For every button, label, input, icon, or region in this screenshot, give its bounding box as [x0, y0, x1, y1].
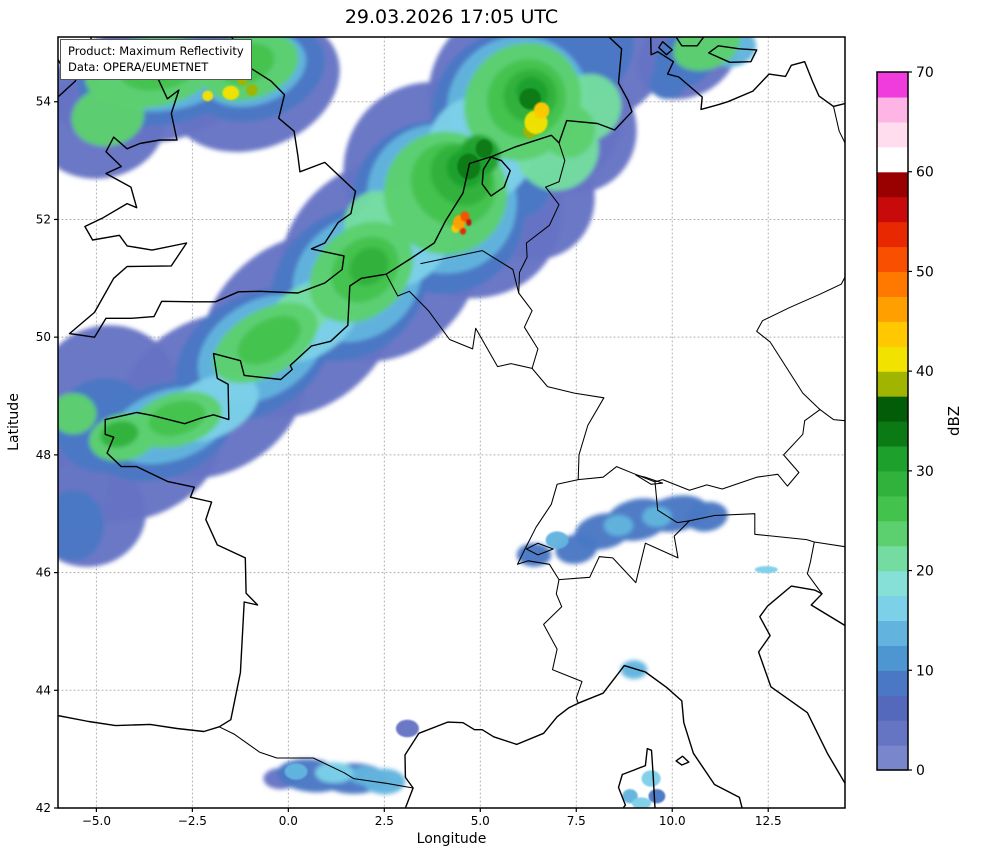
- colorbar-band: [877, 96, 908, 123]
- colorbar-band: [877, 421, 908, 447]
- colorbar: 0 10 20 30 40 50 60 70: [876, 65, 934, 779]
- border-de-cz: [756, 276, 845, 411]
- mediterranean-coast: [404, 664, 743, 808]
- colorbar-band: [877, 670, 908, 696]
- ijsselmeer: [481, 156, 511, 197]
- border-be-nl: [420, 250, 520, 294]
- y-tick-label: 44: [36, 683, 51, 697]
- colorbar-band: [877, 196, 908, 223]
- x-tick-label: 5.0: [471, 814, 490, 828]
- colorbar-band: [877, 221, 908, 248]
- great-britain-coast: [68, 37, 357, 338]
- colorbar-band: [877, 470, 908, 497]
- colorbar-tick-label: 0: [916, 763, 925, 779]
- x-tick-label: 0.0: [279, 814, 298, 828]
- colorbar-band: [877, 695, 908, 721]
- y-axis-label: Latitude: [6, 393, 22, 451]
- x-tick-label: 7.5: [567, 814, 586, 828]
- x-tick-label: −2.5: [178, 814, 207, 828]
- x-tick-label: 10.0: [659, 814, 686, 828]
- funen-island: [675, 37, 705, 47]
- colorbar-band: [877, 745, 908, 771]
- colorbar-band: [877, 346, 908, 372]
- colorbar-border: [876, 71, 909, 771]
- plot-border: [57, 36, 846, 809]
- colorbar-tick-label: 30: [916, 464, 934, 480]
- y-tick-label: 50: [36, 330, 51, 344]
- colorbar-band: [877, 296, 908, 322]
- colorbar-band: [877, 246, 908, 273]
- y-tick-label: 42: [36, 801, 51, 815]
- colorbar-band: [877, 595, 908, 622]
- colorbar-band: [877, 171, 908, 198]
- border-fr-es: [218, 726, 414, 789]
- colorbar-band: [877, 72, 908, 98]
- colorbar-tick-label: 70: [916, 65, 934, 81]
- colorbar-band: [877, 121, 908, 148]
- border-de-pl: [832, 105, 845, 144]
- y-tick-label: 48: [36, 448, 51, 462]
- border-at-cz: [819, 409, 845, 422]
- colorbar-band: [877, 445, 908, 472]
- x-tick-label: 2.5: [375, 814, 394, 828]
- colorbar-band: [877, 396, 908, 422]
- radar-echoes: [58, 37, 757, 795]
- radar-echo-specks: [202, 76, 778, 808]
- border-switzerland: [516, 466, 691, 584]
- y-tick-label: 52: [36, 212, 51, 226]
- corsica-coast: [617, 747, 656, 808]
- axis-ticks: −5.0 −2.5 0.0 2.5 5.0 7.5 10.0 12.5 42 44 46 48 50 52…: [36, 95, 782, 828]
- colorbar-band: [877, 371, 908, 397]
- info-box: Product: Maximum Reflectivity Data: OPER…: [60, 39, 252, 81]
- y-tick-label: 54: [36, 95, 51, 109]
- continent-atlantic-coast: [58, 37, 633, 733]
- colorbar-band: [877, 520, 908, 547]
- adriatic-coast: [757, 585, 845, 784]
- colorbar-band: [877, 146, 908, 173]
- border-fr-it: [543, 579, 583, 704]
- colorbar-band: [877, 495, 908, 522]
- danish-islands: [708, 45, 758, 63]
- colorbar-band: [877, 271, 908, 297]
- info-product-line: Product: Maximum Reflectivity: [68, 44, 244, 58]
- colorbar-band: [877, 645, 908, 671]
- border-it-si: [806, 541, 823, 595]
- colorbar-band: [877, 720, 908, 746]
- colorbar-band: [877, 570, 908, 597]
- colorbar-tick-label: 10: [916, 663, 934, 679]
- elba-island: [675, 755, 690, 766]
- colorbar-band: [877, 620, 908, 646]
- x-tick-label: −5.0: [82, 814, 111, 828]
- colorbar-band: [877, 321, 908, 347]
- colorbar-band: [877, 545, 908, 572]
- figure-title: 29.03.2026 17:05 UTC: [344, 6, 559, 28]
- lake-constance: [635, 474, 664, 485]
- baltic-coast: [650, 37, 845, 111]
- lake-geneva: [525, 542, 554, 556]
- y-tick-label: 46: [36, 566, 51, 580]
- border-be-de: [518, 292, 539, 369]
- info-data-line: Data: OPERA/EUMETNET: [68, 60, 209, 75]
- border-fr-be-lu-de: [385, 273, 605, 481]
- colorbar-label: dBZ: [945, 405, 963, 437]
- x-tick-label: 12.5: [755, 814, 782, 828]
- border-at-de: [654, 409, 821, 491]
- border-nl-de: [518, 142, 566, 294]
- colorbar-tick-label: 60: [916, 165, 934, 181]
- colorbar-tick-label: 20: [916, 564, 934, 580]
- colorbar-tick-label: 40: [916, 364, 934, 380]
- x-axis-label: Longitude: [416, 831, 487, 847]
- colorbar-tick-label: 50: [916, 264, 934, 280]
- als-island: [658, 41, 673, 56]
